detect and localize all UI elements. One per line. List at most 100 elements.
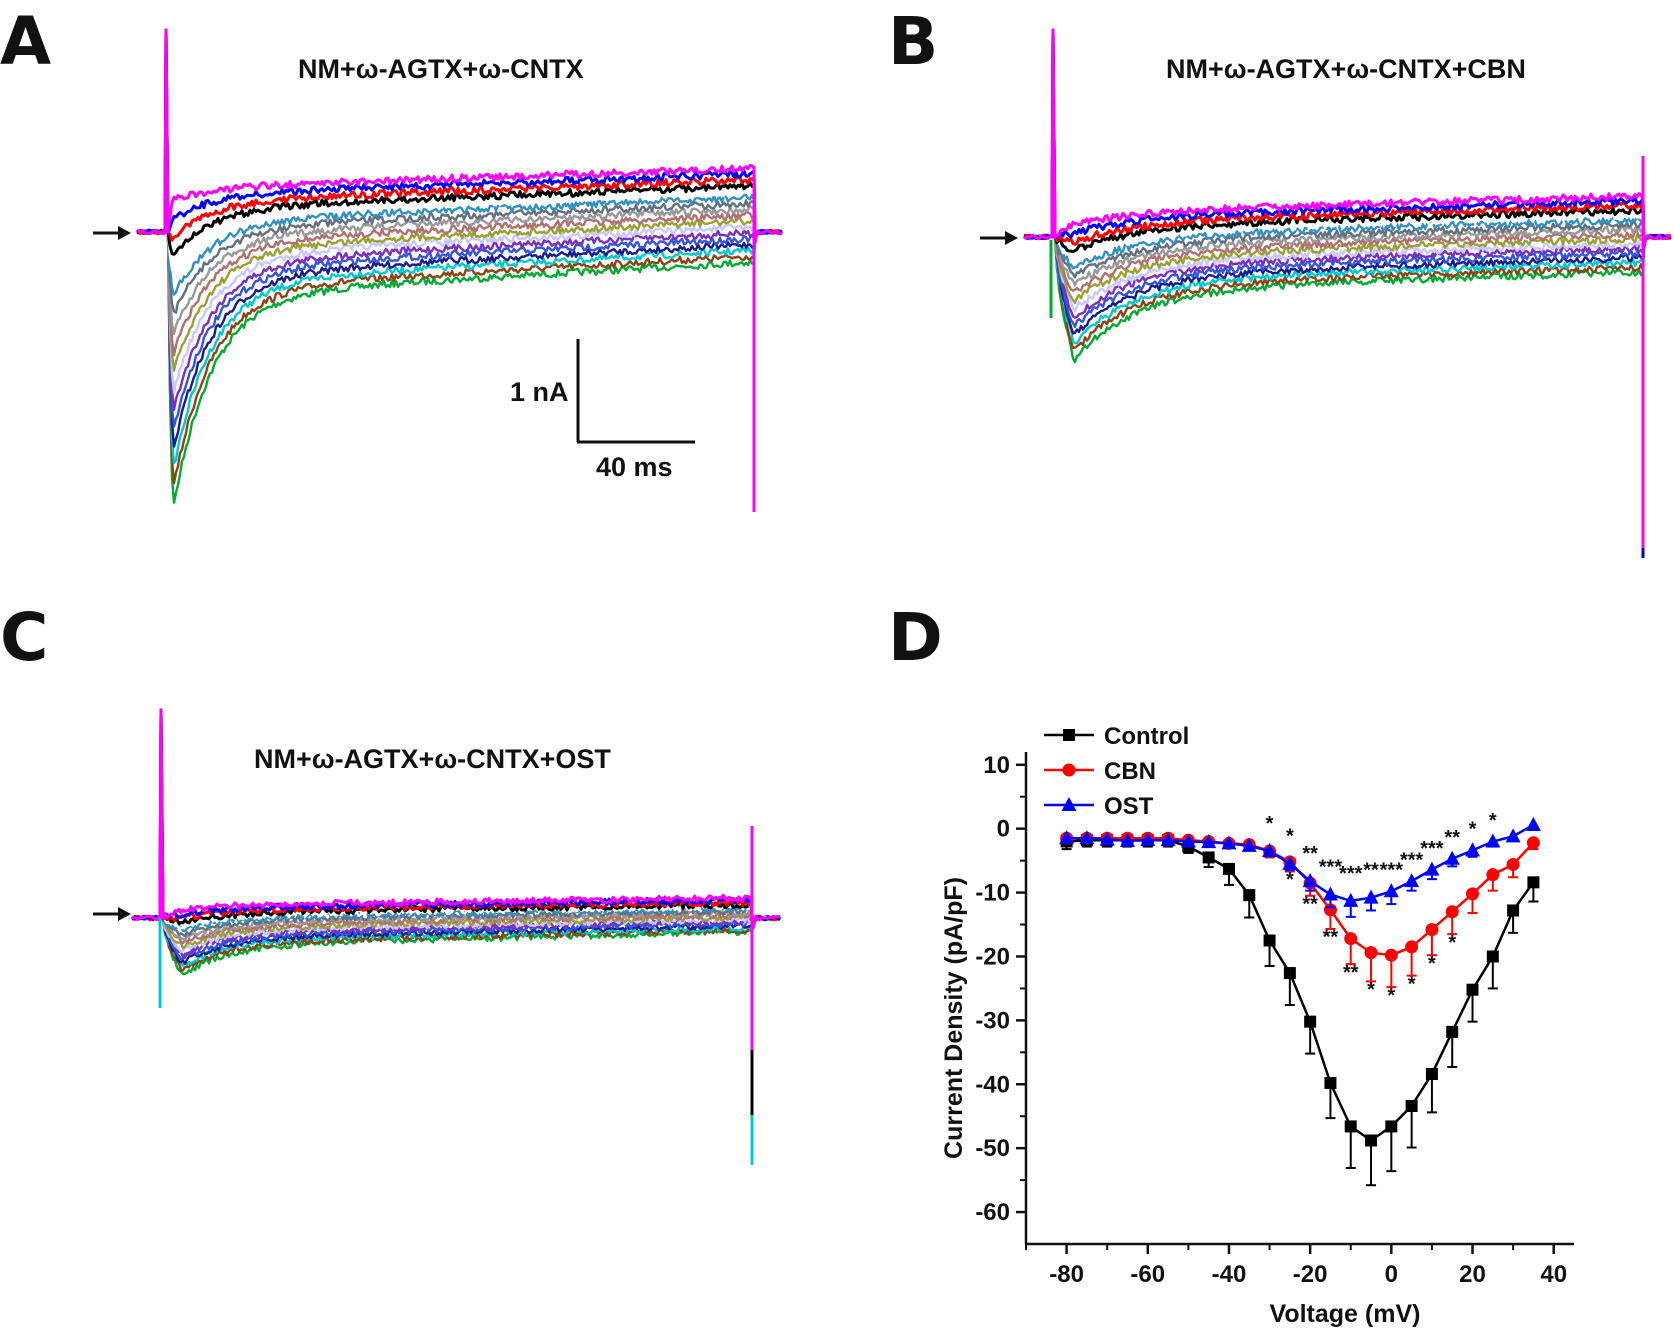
current-trace	[136, 28, 783, 244]
current-trace	[1023, 28, 1672, 335]
significance-marker: **	[1302, 843, 1318, 865]
data-point	[1527, 876, 1540, 889]
significance-marker: ***	[1400, 849, 1424, 871]
significance-marker: ***	[1339, 863, 1363, 885]
legend-label: Control	[1104, 723, 1189, 750]
current-trace	[1023, 28, 1672, 328]
data-point	[1363, 889, 1379, 904]
series-line	[1066, 823, 1535, 903]
panel-label-a: A	[0, 3, 51, 80]
current-trace	[136, 28, 783, 278]
significance-marker: ***	[1380, 860, 1404, 882]
data-point	[1507, 904, 1520, 917]
data-point	[1383, 883, 1399, 898]
series-ost	[1059, 816, 1541, 918]
data-point	[1385, 1120, 1398, 1133]
data-point	[1263, 934, 1276, 947]
current-trace	[136, 28, 783, 244]
panel-label-d: D	[888, 599, 943, 676]
iv-chart: Voltage (mV) Current Density (pA/pF) 10 0…	[940, 723, 1574, 1328]
current-trace	[1023, 28, 1672, 249]
significance-marker: *	[1428, 953, 1436, 975]
data-point	[1466, 887, 1480, 901]
current-trace	[136, 28, 783, 296]
current-trace	[131, 708, 781, 961]
data-point	[1343, 892, 1359, 907]
panel-title-c: NM+ω-AGTX+ω-CNTX+OST	[254, 744, 611, 774]
data-point	[1180, 833, 1196, 848]
y-axis-label: Current Density (pA/pF)	[940, 877, 968, 1159]
data-point	[1304, 1015, 1317, 1028]
current-trace	[136, 28, 783, 504]
panel-title-a: NM+ω-AGTX+ω-CNTX	[298, 54, 584, 84]
data-point	[1283, 967, 1296, 980]
panel-c: C NM+ω-AGTX+ω-CNTX+OST	[0, 599, 781, 1165]
current-trace	[1023, 28, 1672, 313]
legend-marker	[1062, 763, 1076, 777]
data-point	[1365, 1134, 1378, 1147]
significance-marker: *	[1266, 813, 1274, 835]
data-point	[1384, 948, 1398, 962]
significance-marker: **	[1302, 893, 1318, 915]
data-point	[1425, 1068, 1438, 1081]
traces-a	[136, 28, 783, 512]
data-point	[1344, 932, 1358, 946]
significance-marker: *	[1469, 819, 1477, 841]
significance-marker: **	[1444, 827, 1460, 849]
current-trace	[136, 28, 783, 395]
current-trace	[131, 708, 781, 938]
significance-marker: ***	[1420, 838, 1444, 860]
data-point	[1444, 850, 1460, 865]
significance-marker: **	[1343, 962, 1359, 984]
y-tick-label: -60	[975, 1199, 1010, 1226]
current-trace	[131, 708, 781, 930]
y-tick-label: 10	[983, 752, 1010, 779]
current-trace	[136, 28, 783, 448]
data-point	[1201, 834, 1217, 849]
series-line	[1066, 837, 1535, 957]
current-trace	[136, 28, 783, 428]
significance-marker: *	[1367, 979, 1375, 1001]
y-tick-label: 0	[997, 816, 1010, 843]
current-trace	[136, 28, 783, 256]
data-point	[1486, 950, 1499, 963]
data-point	[1241, 837, 1257, 852]
data-point	[1160, 832, 1176, 847]
traces-b	[1023, 28, 1672, 558]
data-point	[1446, 1025, 1459, 1038]
y-tick-label: -50	[975, 1135, 1010, 1162]
x-axis-label: Voltage (mV)	[1270, 1300, 1421, 1328]
data-point	[1079, 830, 1095, 845]
significance-marker: *	[1448, 932, 1456, 954]
significance-marker: ***	[1319, 856, 1343, 878]
data-point	[1425, 923, 1439, 937]
current-trace	[1023, 28, 1672, 263]
data-point	[1202, 851, 1215, 864]
data-point	[1243, 889, 1256, 902]
data-point	[1424, 861, 1440, 876]
current-trace	[1023, 28, 1672, 305]
y-tick-label: -20	[975, 943, 1010, 970]
significance-marker: *	[1286, 826, 1294, 848]
significance-marker: *	[1387, 985, 1395, 1007]
panel-label-c: C	[0, 599, 48, 676]
legend: Control CBN OST	[1044, 723, 1189, 820]
x-tick-label: -80	[1049, 1261, 1084, 1288]
data-point	[1445, 905, 1459, 919]
arrow-icon	[93, 226, 131, 240]
data-point	[1344, 1120, 1357, 1133]
data-point	[1282, 855, 1298, 870]
panel-label-b: B	[888, 3, 938, 80]
data-point	[1140, 832, 1156, 847]
legend-label: OST	[1104, 793, 1154, 820]
current-trace	[131, 708, 781, 930]
data-point	[1324, 1076, 1337, 1089]
current-trace	[136, 28, 783, 336]
data-point	[1302, 873, 1318, 888]
data-point	[1525, 816, 1541, 831]
data-point	[1119, 832, 1135, 847]
data-point	[1526, 836, 1540, 850]
x-tick-label: 40	[1540, 1261, 1567, 1288]
significance-marker: *	[1286, 869, 1294, 891]
current-trace	[136, 28, 783, 244]
